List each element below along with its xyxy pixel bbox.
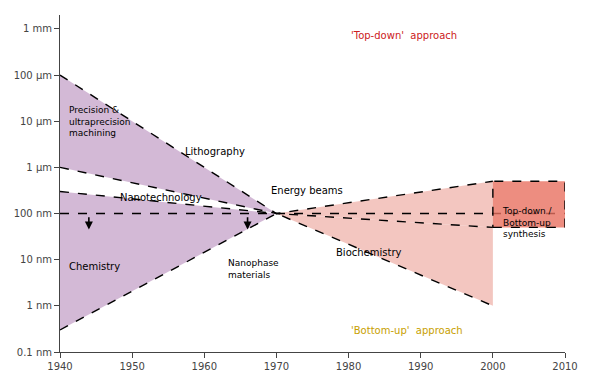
svg-text:Nanophasematerials: Nanophasematerials xyxy=(228,258,279,280)
svg-text:1 mm: 1 mm xyxy=(23,23,52,34)
svg-text:1960: 1960 xyxy=(192,361,217,372)
svg-text:1940: 1940 xyxy=(47,361,72,372)
svg-text:Lithography: Lithography xyxy=(185,146,245,157)
svg-text:100 nm: 100 nm xyxy=(14,208,52,219)
svg-text:Precision &ultraprecisionmachi: Precision &ultraprecisionmachining xyxy=(69,105,131,138)
svg-text:2000: 2000 xyxy=(480,361,505,372)
svg-text:'Top-down' approach: 'Top-down' approach xyxy=(351,30,457,41)
svg-text:Nanotechnology: Nanotechnology xyxy=(120,192,202,203)
svg-text:1950: 1950 xyxy=(119,361,144,372)
svg-text:1980: 1980 xyxy=(336,361,361,372)
svg-text:100 μm: 100 μm xyxy=(14,70,52,81)
svg-text:2010: 2010 xyxy=(552,361,577,372)
svg-text:'Bottom-up' approach: 'Bottom-up' approach xyxy=(351,325,463,336)
svg-text:10 nm: 10 nm xyxy=(20,254,52,265)
svg-text:Biochemistry: Biochemistry xyxy=(336,247,402,258)
svg-text:Chemistry: Chemistry xyxy=(69,261,120,272)
svg-text:10 μm: 10 μm xyxy=(20,116,52,127)
svg-text:1970: 1970 xyxy=(264,361,289,372)
svg-text:Energy beams: Energy beams xyxy=(271,185,343,196)
svg-text:0.1 nm: 0.1 nm xyxy=(17,347,52,358)
svg-text:1 nm: 1 nm xyxy=(26,300,52,311)
svg-text:Top-down /Bottom-upsynthesis: Top-down /Bottom-upsynthesis xyxy=(502,206,553,239)
svg-text:1990: 1990 xyxy=(408,361,433,372)
svg-text:1 μm: 1 μm xyxy=(26,162,52,173)
